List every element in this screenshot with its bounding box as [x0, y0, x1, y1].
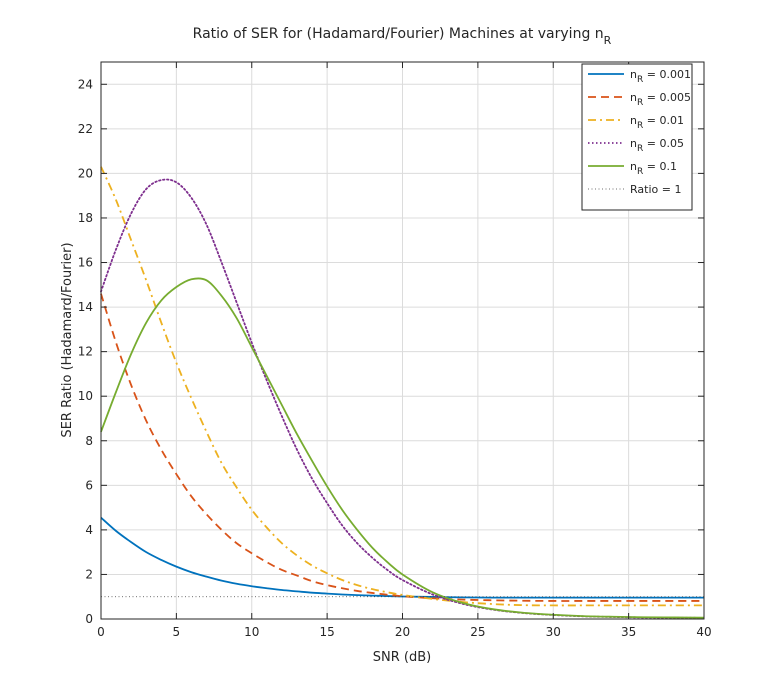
legend: nR = 0.001 nR = 0.005 nR = 0.01 nR = 0.05 nR… — [581, 63, 693, 211]
legend-label: nR = 0.05 — [630, 137, 684, 154]
legend-label: nR = 0.005 — [630, 91, 691, 108]
y-tick-label: 20 — [78, 166, 93, 180]
y-tick-label: 6 — [85, 478, 93, 492]
y-tick-label: 14 — [78, 300, 93, 314]
x-axis-label: SNR (dB) — [373, 650, 431, 665]
y-tick-label: 10 — [78, 389, 93, 403]
x-tick-label: 20 — [395, 625, 410, 639]
x-tick-label: 5 — [173, 625, 181, 639]
series-line-2 — [100, 293, 704, 602]
y-tick-label: 18 — [78, 211, 93, 225]
y-tick-label: 0 — [85, 612, 93, 626]
y-tick-label: 22 — [78, 122, 93, 136]
y-tick-label: 16 — [78, 256, 93, 270]
grid-lines — [100, 62, 705, 620]
chart-title: Ratio of SER for (Hadamard/Fourier) Mach… — [193, 26, 612, 47]
series-line-3 — [100, 166, 704, 607]
y-tick-label: 4 — [85, 523, 93, 537]
legend-label: nR = 0.01 — [630, 114, 684, 131]
y-tick-label: 8 — [85, 434, 93, 448]
legend-label: Ratio = 1 — [630, 183, 681, 196]
chart-title-main: Ratio of SER for (Hadamard/Fourier) Mach… — [193, 26, 604, 42]
x-tick-label: 15 — [319, 625, 334, 639]
x-tick-label: 25 — [470, 625, 485, 639]
y-tick-label: 12 — [78, 345, 93, 359]
y-tick-label: 24 — [78, 77, 93, 91]
legend-box — [581, 63, 693, 211]
legend-label: nR = 0.1 — [630, 160, 677, 177]
x-tick-label: 30 — [546, 625, 561, 639]
y-axis-label: SER Ratio (Hadamard/Fourier) — [60, 242, 75, 437]
x-tick-label: 10 — [244, 625, 259, 639]
chart-title-subscript: R — [604, 34, 612, 47]
x-tick-label: 35 — [621, 625, 636, 639]
x-tick-label: 40 — [696, 625, 711, 639]
y-tick-label: 2 — [85, 567, 93, 581]
x-tick-label: 0 — [97, 625, 105, 639]
legend-label: nR = 0.001 — [630, 68, 691, 85]
series-line-1 — [100, 516, 704, 599]
